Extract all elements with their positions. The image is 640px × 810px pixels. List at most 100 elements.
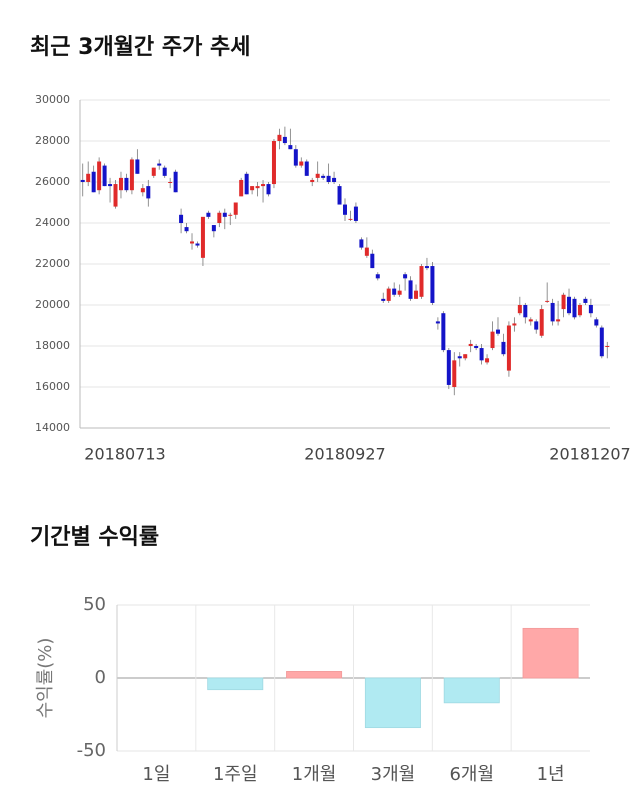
candle-body (255, 186, 260, 189)
candle-body (332, 177, 337, 182)
candle-body (239, 179, 244, 197)
candle-body (441, 313, 446, 351)
candle-body (282, 136, 287, 144)
candle-body (162, 167, 167, 176)
candle-body (572, 298, 577, 318)
candle-body (539, 309, 544, 336)
candle-body (293, 149, 298, 166)
candle-body (266, 184, 271, 195)
candle-body (326, 175, 331, 182)
candle-body (118, 177, 123, 191)
candle-body (430, 266, 435, 303)
candle-body (468, 343, 473, 346)
candle-body (419, 266, 424, 297)
candle-body (184, 227, 189, 232)
candle-body (173, 171, 178, 193)
candle-body (490, 331, 495, 349)
y-tick-label: 20000 (35, 298, 70, 311)
candle-body (140, 188, 145, 193)
y-tick-label: 28000 (35, 134, 70, 147)
chart-title: 최근 3개월간 주가 추세 (30, 35, 250, 60)
candle-body (375, 274, 380, 279)
candle-body (506, 325, 511, 371)
y-tick-label: 18000 (35, 339, 70, 352)
candle-body (315, 173, 320, 178)
candle-body (337, 186, 342, 205)
candle-body (588, 305, 593, 314)
candle-body (397, 290, 402, 295)
x-tick-label: 6개월 (449, 764, 494, 785)
candle-body (343, 204, 347, 215)
candle-body (370, 253, 375, 269)
candle-body (304, 161, 309, 176)
candle-body (463, 354, 468, 359)
candle-body (168, 182, 173, 183)
candle-body (534, 321, 539, 330)
candle-body (277, 134, 282, 141)
candle-body (195, 243, 200, 246)
bar (522, 627, 579, 679)
candle-body (200, 216, 205, 258)
candle-body (381, 298, 386, 301)
candle-body (435, 321, 440, 324)
candle-body (599, 327, 604, 357)
candle-body (512, 323, 517, 326)
candle-body (359, 239, 364, 248)
candle-body (403, 274, 408, 279)
bar (286, 671, 343, 679)
y-tick-label: 16000 (35, 380, 70, 393)
candle-body (310, 179, 315, 182)
x-tick-label: 20180927 (304, 445, 385, 464)
candle-body (86, 173, 91, 182)
bar (207, 677, 264, 691)
y-tick-label: 50 (83, 594, 106, 615)
candle-body (129, 159, 134, 191)
candle-body (452, 360, 457, 387)
candle-body (353, 206, 358, 221)
candle-body (446, 350, 451, 385)
x-tick-label: 20181207 (549, 445, 630, 464)
candle-body (457, 356, 462, 359)
y-tick-label: 26000 (35, 175, 70, 188)
candle-body (545, 300, 550, 302)
candle-body (206, 212, 211, 217)
candle-body (414, 290, 419, 299)
candle-body (190, 241, 195, 244)
candle-body (124, 177, 129, 191)
candle-body (146, 186, 151, 199)
x-tick-label: 1개월 (292, 764, 337, 785)
y-tick-label: 14000 (35, 421, 70, 434)
candle-body (97, 161, 102, 191)
candle-body (392, 288, 397, 295)
bar (364, 677, 421, 729)
candle-body (179, 214, 184, 223)
y-tick-label: 22000 (35, 257, 70, 270)
candle-body (233, 202, 238, 215)
candle-body (321, 175, 326, 178)
candle-body (299, 161, 304, 166)
candle-body (424, 266, 429, 269)
candle-body (151, 167, 156, 176)
y-tick-label: 24000 (35, 216, 70, 229)
candle-body (577, 305, 582, 316)
candle-body (550, 302, 555, 322)
candle-body (479, 348, 484, 361)
candle-body (594, 319, 599, 326)
candle-body (80, 179, 85, 182)
chart-title: 기간별 수익률 (30, 525, 159, 550)
candle-body (348, 218, 353, 220)
candle-body (517, 305, 522, 314)
candle-body (605, 346, 610, 347)
y-tick-label: 0 (95, 667, 106, 688)
candle-body (250, 186, 255, 191)
candle-body (474, 346, 479, 349)
candle-body (495, 329, 500, 334)
candle-body (288, 145, 293, 150)
candle-body (228, 214, 233, 216)
candle-body (501, 341, 506, 355)
x-tick-label: 20180713 (84, 445, 165, 464)
candle-body (408, 280, 413, 299)
candle-body (561, 294, 566, 310)
candle-body (222, 212, 227, 217)
